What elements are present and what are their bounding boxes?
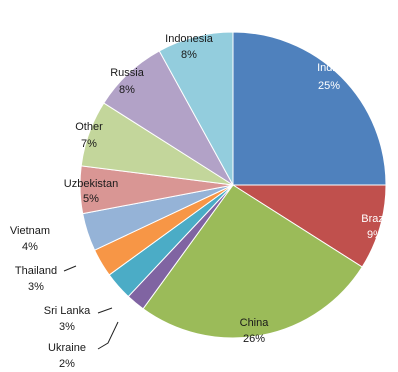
label-name-sri-lanka: Sri Lanka — [44, 305, 91, 317]
label-name-other: Other — [75, 121, 103, 133]
label-name-brazil: Brazil — [361, 213, 389, 225]
slice-india — [232, 31, 387, 186]
slice-brazil — [231, 184, 387, 268]
label-name-vietnam: Vietnam — [10, 225, 50, 237]
label-value-sri-lanka: 3% — [59, 321, 75, 333]
slice-china — [142, 184, 363, 339]
pie-labels: India 25% Brazil 9% China 26% Ukraine 2% Sri Lan… — [10, 33, 389, 370]
label-value-china: 26% — [243, 333, 265, 345]
label-name-china: China — [240, 317, 270, 329]
label-value-vietnam: 4% — [22, 241, 38, 253]
label-name-thailand: Thailand — [15, 265, 57, 277]
leader-line-thailand — [63, 265, 77, 272]
label-value-russia: 8% — [119, 84, 135, 96]
label-value-ukraine: 2% — [59, 358, 75, 370]
leader-line-ukraine — [97, 321, 119, 350]
slice-indonesia — [158, 31, 234, 186]
label-value-uzbekistan: 5% — [83, 193, 99, 205]
label-value-indonesia: 8% — [181, 49, 197, 61]
label-value-brazil: 9% — [367, 229, 383, 241]
label-value-other: 7% — [81, 138, 97, 150]
label-value-india: 25% — [318, 80, 340, 92]
label-name-indonesia: Indonesia — [165, 33, 214, 45]
pie-slices — [79, 31, 387, 339]
label-value-thailand: 3% — [28, 281, 44, 293]
label-name-india: India — [317, 62, 342, 74]
label-name-russia: Russia — [110, 67, 145, 79]
label-name-uzbekistan: Uzbekistan — [64, 178, 118, 190]
label-name-ukraine: Ukraine — [48, 342, 86, 354]
leader-line-sri-lanka — [97, 307, 113, 314]
